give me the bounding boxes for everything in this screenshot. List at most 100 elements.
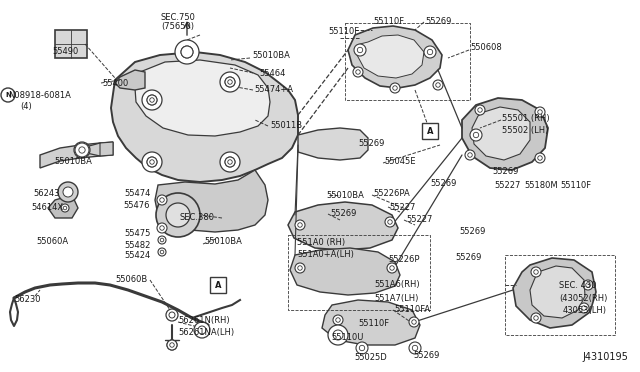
Circle shape [333,330,343,340]
Circle shape [1,88,15,102]
Circle shape [147,157,157,167]
Text: 55474+A: 55474+A [254,86,293,94]
Text: 55227: 55227 [494,180,520,189]
Polygon shape [40,142,113,168]
Text: 55045E: 55045E [384,157,415,166]
Text: 55226PA: 55226PA [373,189,410,199]
Circle shape [534,316,538,320]
Text: 550608: 550608 [470,44,502,52]
Text: 551A7(LH): 551A7(LH) [374,294,419,302]
Circle shape [412,320,416,324]
Circle shape [170,343,175,347]
Circle shape [356,342,368,354]
Polygon shape [530,266,585,318]
Text: 56261N(RH): 56261N(RH) [178,315,230,324]
Polygon shape [155,170,268,232]
Text: SEC. 430: SEC. 430 [559,280,596,289]
Circle shape [169,312,175,318]
Text: 55269: 55269 [413,352,440,360]
Circle shape [436,83,440,87]
Circle shape [196,324,208,336]
Circle shape [298,223,302,227]
Text: 54614X: 54614X [31,203,63,212]
Text: 55110F: 55110F [358,320,389,328]
Circle shape [477,108,483,112]
Circle shape [194,322,210,338]
Text: 55110F: 55110F [373,17,404,26]
Circle shape [63,206,67,210]
Circle shape [228,160,232,164]
Circle shape [359,345,365,351]
Circle shape [142,90,162,110]
Circle shape [75,143,89,157]
Circle shape [181,46,193,58]
Circle shape [63,187,73,197]
Circle shape [475,105,485,115]
Text: 55501 (RH): 55501 (RH) [502,113,550,122]
Text: 56230: 56230 [14,295,40,305]
Text: 55475: 55475 [124,230,150,238]
Text: J4310195: J4310195 [582,352,628,362]
FancyBboxPatch shape [210,277,226,293]
Text: 55476: 55476 [123,202,150,211]
Circle shape [58,182,78,202]
Text: 55226P: 55226P [388,256,419,264]
Circle shape [181,46,193,58]
Text: 55269: 55269 [430,179,456,187]
Circle shape [147,157,157,167]
Polygon shape [462,98,548,170]
Circle shape [393,86,397,90]
Circle shape [531,267,541,277]
Text: 551A0 (RH): 551A0 (RH) [297,237,345,247]
Circle shape [409,342,421,354]
Circle shape [428,49,433,55]
Circle shape [78,146,86,154]
Text: 55269: 55269 [358,138,385,148]
Polygon shape [100,142,113,156]
Circle shape [534,270,538,274]
Text: 551A6(RH): 551A6(RH) [374,280,420,289]
Text: 55464: 55464 [259,68,285,77]
Text: 55110F: 55110F [560,180,591,189]
Text: A: A [215,280,221,289]
Circle shape [150,160,154,164]
Text: 55269: 55269 [455,253,481,262]
Circle shape [166,309,178,321]
Text: 55482: 55482 [124,241,150,250]
Text: 55110FA: 55110FA [394,305,430,314]
Circle shape [167,340,177,350]
Circle shape [390,83,400,93]
Text: N: N [5,92,11,98]
Polygon shape [135,60,270,136]
Text: 55010BA: 55010BA [326,190,364,199]
Polygon shape [298,128,368,160]
Polygon shape [472,107,530,160]
Text: 56261NA(LH): 56261NA(LH) [178,328,234,337]
Circle shape [582,306,586,310]
Circle shape [157,195,167,205]
Circle shape [388,220,392,224]
Circle shape [468,153,472,157]
Polygon shape [111,52,298,182]
FancyBboxPatch shape [422,123,438,139]
Circle shape [385,217,395,227]
Text: 55227: 55227 [406,215,433,224]
Text: 551A0+A(LH): 551A0+A(LH) [297,250,354,260]
Polygon shape [348,26,442,88]
Circle shape [583,280,593,290]
Circle shape [295,263,305,273]
Text: 56243: 56243 [33,189,60,198]
Circle shape [157,223,167,233]
Circle shape [474,132,479,138]
Circle shape [336,318,340,322]
Circle shape [390,266,394,270]
Text: 55400: 55400 [102,78,128,87]
Circle shape [158,248,166,256]
Circle shape [160,238,164,242]
Circle shape [357,47,363,53]
Circle shape [225,157,235,167]
Circle shape [298,266,302,270]
Circle shape [225,77,235,87]
Circle shape [160,198,164,202]
Circle shape [160,250,164,254]
